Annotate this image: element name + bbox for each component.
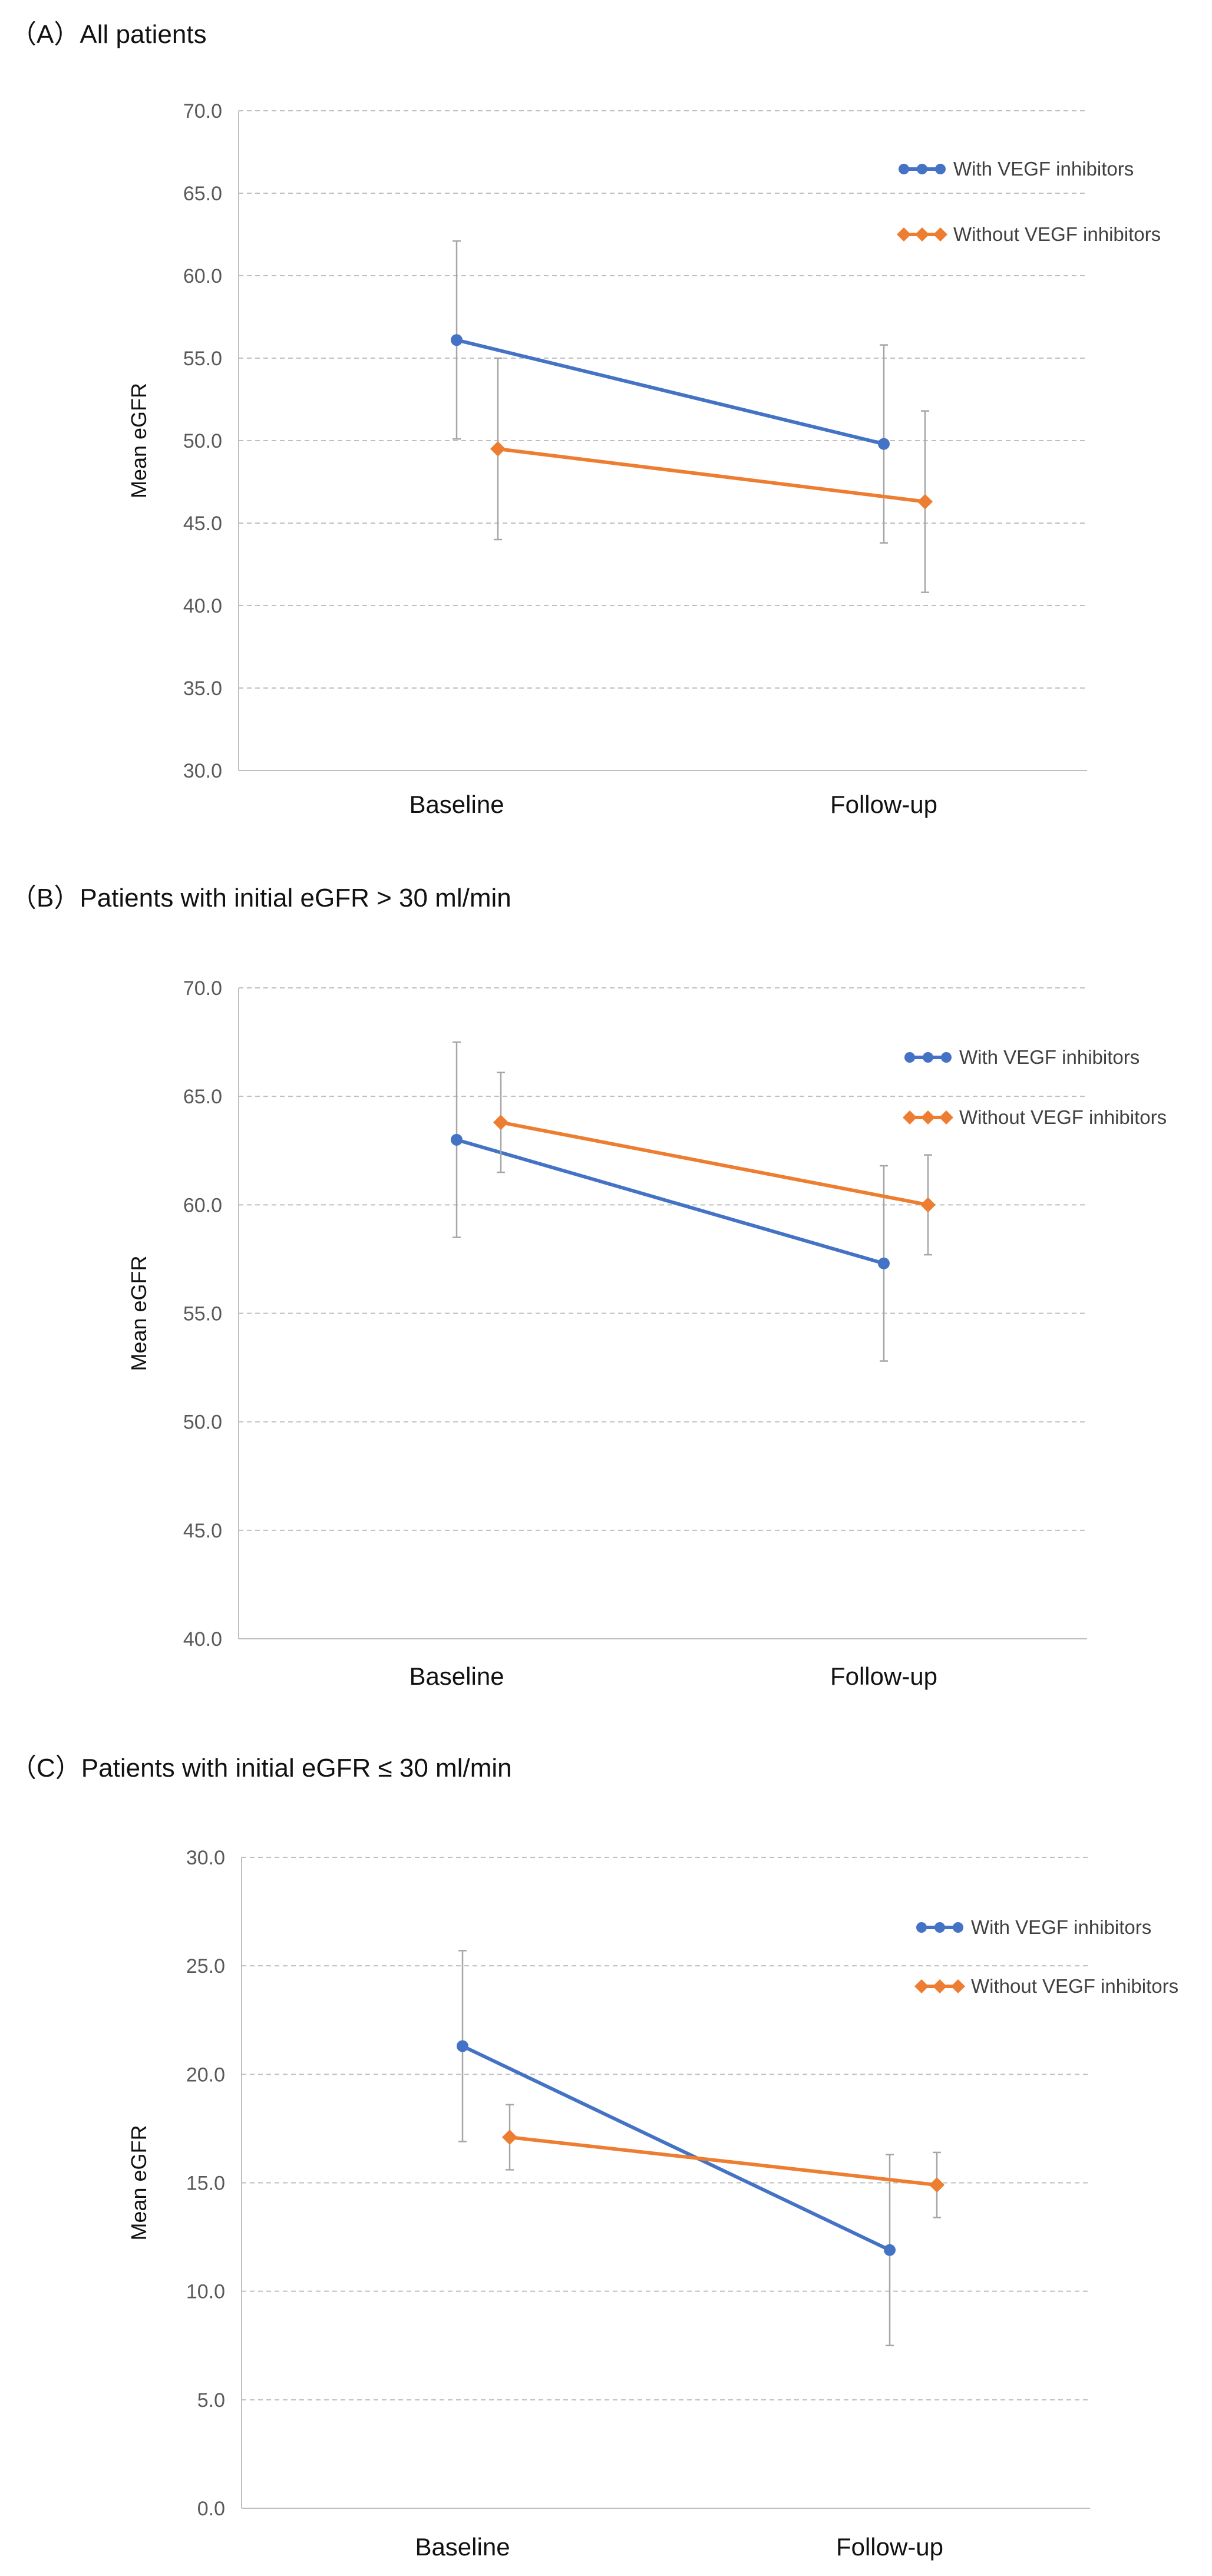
series-line xyxy=(455,1137,886,1265)
x-category-label: Follow-up xyxy=(836,2533,943,2561)
y-tick-label: 10.0 xyxy=(186,2281,225,2303)
legend-marker-diamond xyxy=(915,227,929,242)
y-tick-label: 45.0 xyxy=(183,512,222,535)
y-tick-label: 35.0 xyxy=(183,677,222,700)
data-point-diamond xyxy=(493,1115,508,1130)
line-chart: 0.0 5.0 10.0 15.0 20.0 25.0 30.0 Baseline Follow… xyxy=(127,1847,1178,2561)
x-category-label: Baseline xyxy=(409,1662,504,1690)
legend-marker-diamond xyxy=(933,227,947,242)
legend-marker-circle xyxy=(953,1922,963,1933)
legend-label: Without VEGF inhibitors xyxy=(971,1975,1178,1997)
y-tick-label: 55.0 xyxy=(183,348,222,370)
series-line xyxy=(499,1120,930,1207)
y-tick-label: 65.0 xyxy=(183,183,222,205)
y-tick-label: 45.0 xyxy=(183,1520,222,1542)
legend-marker-diamond xyxy=(897,227,911,242)
y-tick-label: 50.0 xyxy=(183,1411,222,1434)
legend-marker-circle xyxy=(899,164,909,174)
y-axis-title: Mean eGFR xyxy=(127,1255,151,1371)
y-tick-label: 40.0 xyxy=(183,595,222,617)
y-tick-label: 40.0 xyxy=(183,1628,222,1651)
y-tick-label: 55.0 xyxy=(183,1303,222,1325)
legend-marker-diamond xyxy=(903,1110,917,1125)
series-line xyxy=(496,447,927,504)
y-tick-label: 70.0 xyxy=(183,100,222,123)
legend-label: With VEGF inhibitors xyxy=(959,1046,1140,1068)
legend-marker-diamond xyxy=(933,1979,947,1993)
data-point-diamond xyxy=(920,1197,936,1213)
legend-marker-diamond xyxy=(939,1110,953,1125)
panel-title: （B）Patients with initial eGFR > 30 ml/mi… xyxy=(11,884,511,912)
y-tick-label: 50.0 xyxy=(183,430,222,452)
series-line xyxy=(455,338,886,446)
y-tick-label: 0.0 xyxy=(197,2498,225,2520)
data-point-diamond xyxy=(502,2129,517,2145)
data-point-circle xyxy=(457,2040,468,2052)
y-tick-label: 5.0 xyxy=(197,2389,225,2412)
y-tick-label: 65.0 xyxy=(183,1086,222,1108)
data-point-circle xyxy=(884,2244,896,2256)
legend-marker-circle xyxy=(917,164,927,174)
x-category-label: Baseline xyxy=(415,2533,510,2561)
data-point-diamond xyxy=(917,494,933,510)
legend-marker-diamond xyxy=(914,1979,929,1993)
panel-title: （A）All patients xyxy=(11,20,207,49)
data-point-circle xyxy=(451,1133,463,1146)
legend-label: Without VEGF inhibitors xyxy=(953,223,1161,245)
legend-marker-diamond xyxy=(921,1110,935,1125)
series-line xyxy=(461,2044,891,2252)
x-category-label: Baseline xyxy=(409,791,504,818)
y-tick-label: 60.0 xyxy=(183,265,222,287)
legend-marker-circle xyxy=(934,1922,945,1933)
data-point-diamond xyxy=(490,441,506,457)
legend-marker-circle xyxy=(941,1052,952,1063)
legend-marker-circle xyxy=(923,1052,933,1063)
chart-panel-c: （C）Patients with initial eGFR ≤ 30 ml/mi… xyxy=(0,1729,1212,2576)
y-tick-label: 30.0 xyxy=(183,760,222,782)
data-point-circle xyxy=(878,1257,890,1269)
series-line xyxy=(508,2135,939,2187)
y-axis-title: Mean eGFR xyxy=(127,2125,151,2240)
legend-marker-circle xyxy=(935,164,946,174)
data-point-circle xyxy=(878,438,890,450)
legend-label: With VEGF inhibitors xyxy=(953,158,1134,180)
x-category-label: Follow-up xyxy=(830,791,937,818)
chart-panel-a: （A）All patients 30.0 35.0 40.0 45.0 50.0 55.0… xyxy=(0,0,1212,836)
x-category-label: Follow-up xyxy=(830,1662,937,1690)
y-tick-label: 20.0 xyxy=(186,2064,225,2086)
legend-label: With VEGF inhibitors xyxy=(971,1916,1151,1938)
line-chart: 40.0 45.0 50.0 55.0 60.0 65.0 70.0 Baseline Foll… xyxy=(127,977,1167,1690)
y-tick-label: 25.0 xyxy=(186,1955,225,1978)
y-axis-title: Mean eGFR xyxy=(127,383,151,498)
data-point-circle xyxy=(451,334,463,346)
legend-marker-circle xyxy=(904,1052,915,1063)
panel-title: （C）Patients with initial eGFR ≤ 30 ml/mi… xyxy=(11,1754,512,1783)
data-point-diamond xyxy=(929,2177,944,2193)
y-tick-label: 70.0 xyxy=(183,977,222,1000)
legend-label: Without VEGF inhibitors xyxy=(959,1106,1167,1128)
line-chart: 30.0 35.0 40.0 45.0 50.0 55.0 60.0 65.0 70.0 Base… xyxy=(127,100,1161,818)
y-tick-label: 15.0 xyxy=(186,2172,225,2195)
y-tick-label: 60.0 xyxy=(183,1194,222,1216)
legend-marker-circle xyxy=(916,1922,927,1933)
legend-marker-diamond xyxy=(951,1979,965,1993)
chart-panel-b: （B）Patients with initial eGFR > 30 ml/mi… xyxy=(0,860,1212,1714)
y-tick-label: 30.0 xyxy=(186,1847,225,1869)
